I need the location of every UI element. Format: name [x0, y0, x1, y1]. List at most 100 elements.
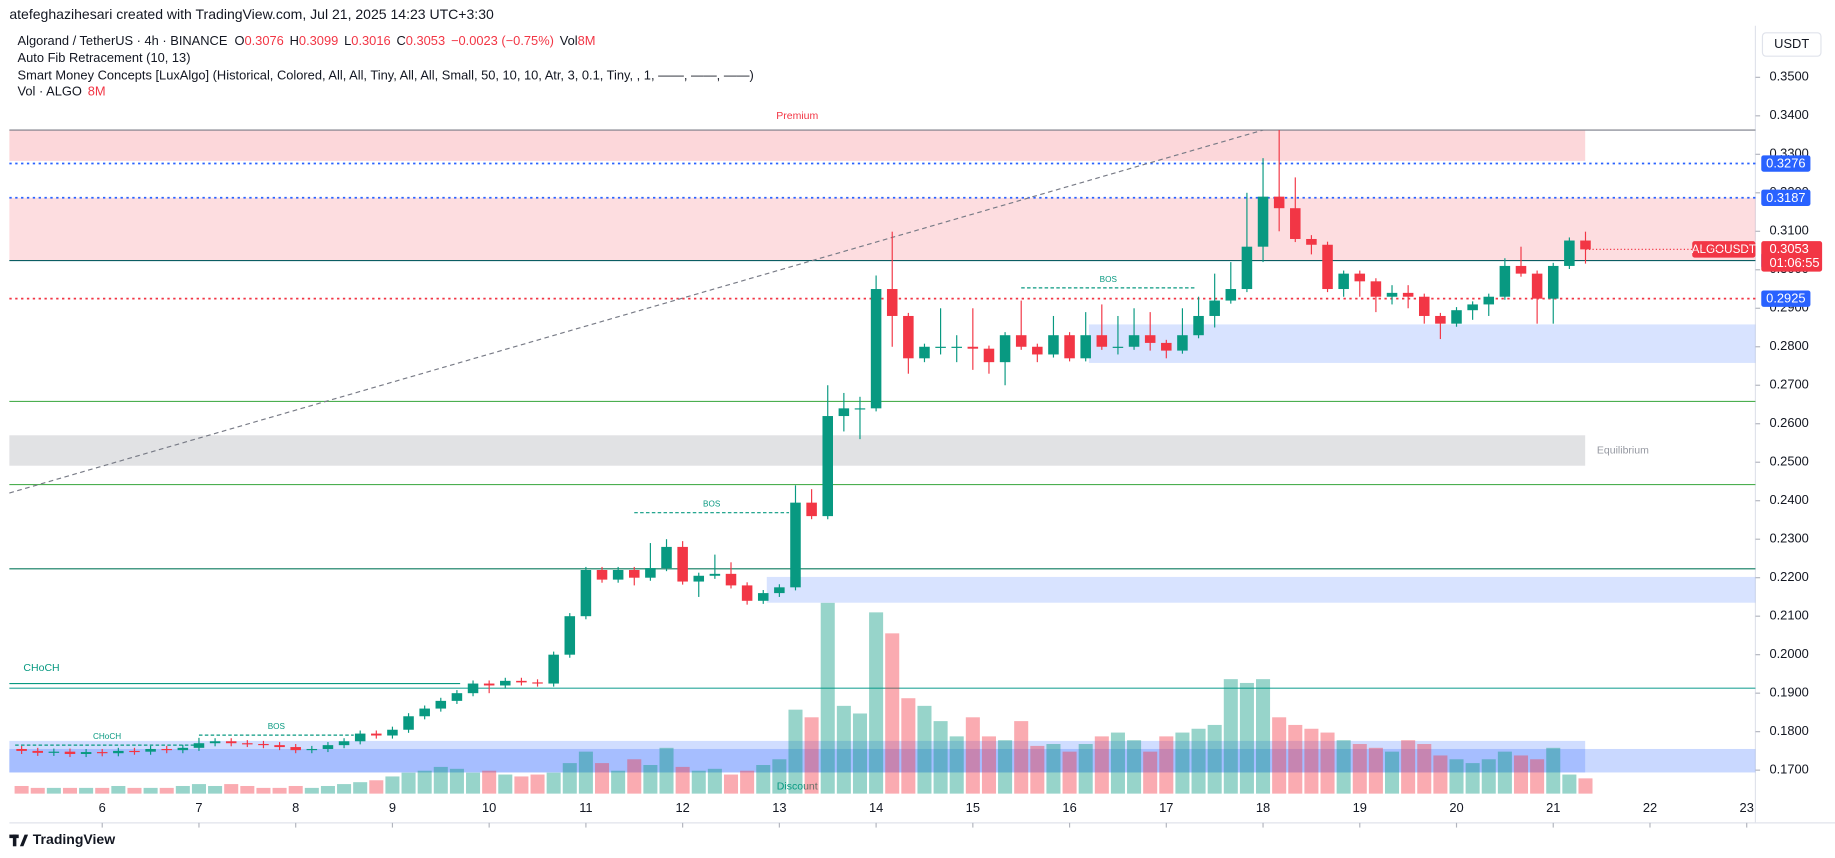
volume-bar: [353, 782, 368, 794]
volume-bar: [1578, 778, 1593, 794]
volume-bar: [1417, 744, 1432, 794]
volume-bar: [643, 765, 658, 794]
volume-bar: [627, 759, 642, 794]
candle-body: [1419, 296, 1430, 316]
volume-bar: [901, 698, 916, 794]
volume-bar: [933, 721, 948, 794]
candle-body: [80, 752, 92, 754]
volume-bar: [111, 785, 126, 794]
footer-logo: [9, 834, 29, 847]
candle-body: [1386, 292, 1398, 297]
candle-body: [1241, 246, 1253, 290]
volume-bar: [449, 768, 464, 794]
candle-body: [1354, 273, 1366, 282]
volume-bar: [1272, 717, 1287, 794]
candle-body: [225, 741, 237, 744]
volume-bar: [1288, 724, 1303, 794]
volume-bar: [1530, 759, 1545, 794]
volume-bar: [62, 787, 78, 794]
currency[interactable]: USDT: [1774, 36, 1809, 51]
volume-bar: [385, 776, 400, 794]
candle-body: [757, 593, 769, 601]
volume-bar: [1352, 744, 1367, 794]
volume-bar: [562, 763, 577, 794]
volume-bar: [675, 766, 690, 794]
candle-body: [1338, 273, 1349, 290]
candle-body: [145, 748, 156, 752]
candle-body: [1225, 289, 1237, 301]
vol-value: 8M: [578, 34, 596, 49]
y-tick-label: 0.3400: [1769, 107, 1808, 122]
candle-body: [999, 335, 1011, 363]
candle-body: [1531, 273, 1543, 299]
volume-bar: [998, 740, 1013, 794]
volume-bar: [546, 772, 561, 794]
volume-bar: [256, 787, 271, 794]
volume-bar: [288, 785, 303, 794]
candle-body: [1370, 281, 1382, 297]
zone-label: Premium: [776, 110, 818, 122]
structure-label: BOS: [703, 500, 721, 509]
candle-body: [483, 683, 495, 686]
currency-box[interactable]: [1761, 32, 1822, 57]
volume-bar: [159, 787, 174, 794]
volume-bar: [852, 713, 868, 794]
candle-body: [596, 570, 608, 580]
last-price-name: ALGOUSDT: [1692, 243, 1756, 256]
x-tick-label: 20: [1449, 800, 1463, 815]
candle-body: [274, 745, 285, 748]
candle-body: [387, 729, 398, 736]
candle-body: [548, 654, 559, 684]
y-tick-label: 0.2500: [1769, 454, 1808, 469]
volume-bar: [659, 747, 674, 794]
volume-bar: [320, 785, 335, 794]
volume-bar: [788, 709, 803, 794]
volume-bar: [369, 780, 384, 794]
candle-body: [96, 752, 108, 754]
volume-series-value: 8M: [88, 84, 106, 99]
candle-body: [1499, 265, 1511, 297]
volume-bar: [208, 785, 223, 794]
volume-bar: [1078, 744, 1093, 794]
volume-bar: [595, 763, 610, 794]
countdown: 01:06:55: [1769, 255, 1819, 270]
zone-label: Equilibrium: [1597, 444, 1649, 456]
structure-label: CHoCH: [93, 732, 121, 741]
price-tag-label: 0.2925: [1766, 291, 1805, 306]
x-tick-label: 14: [869, 800, 883, 815]
volume-bar: [1046, 744, 1061, 794]
candle-body: [16, 748, 27, 751]
volume-bar: [965, 717, 980, 794]
candle-body: [1193, 315, 1204, 336]
candle-body: [500, 680, 511, 686]
candle-body: [1257, 196, 1269, 247]
indicator: Smart Money Concepts [LuxAlgo] (Historic…: [18, 67, 754, 82]
candle-body: [629, 570, 640, 578]
candle-body: [403, 716, 414, 730]
volume-bar: [272, 787, 287, 794]
candle-body: [1096, 335, 1108, 347]
zone: [9, 740, 1586, 773]
volume-bar: [885, 633, 900, 794]
y-tick-label: 0.2800: [1769, 338, 1808, 353]
volume-bar: [1497, 751, 1512, 794]
candle-body: [1032, 346, 1043, 355]
volume-bar: [1546, 747, 1561, 794]
volume-bar: [1143, 751, 1158, 794]
candle-body: [371, 733, 382, 736]
volume-bar: [191, 784, 206, 794]
candle-body: [258, 743, 269, 746]
zone: [9, 435, 1586, 466]
candle-body: [1209, 300, 1220, 316]
candle-body: [193, 743, 205, 748]
x-tick-label: 11: [579, 800, 592, 815]
ohlc-value: 0.3076: [244, 34, 283, 49]
volume-bar: [46, 787, 61, 794]
zone-label: Discount: [777, 780, 818, 792]
candle-body: [1451, 310, 1462, 324]
volume-bar: [1239, 682, 1254, 794]
candle-body: [935, 346, 946, 348]
zone: [766, 576, 1756, 603]
y-tick-label: 0.1700: [1769, 762, 1808, 777]
